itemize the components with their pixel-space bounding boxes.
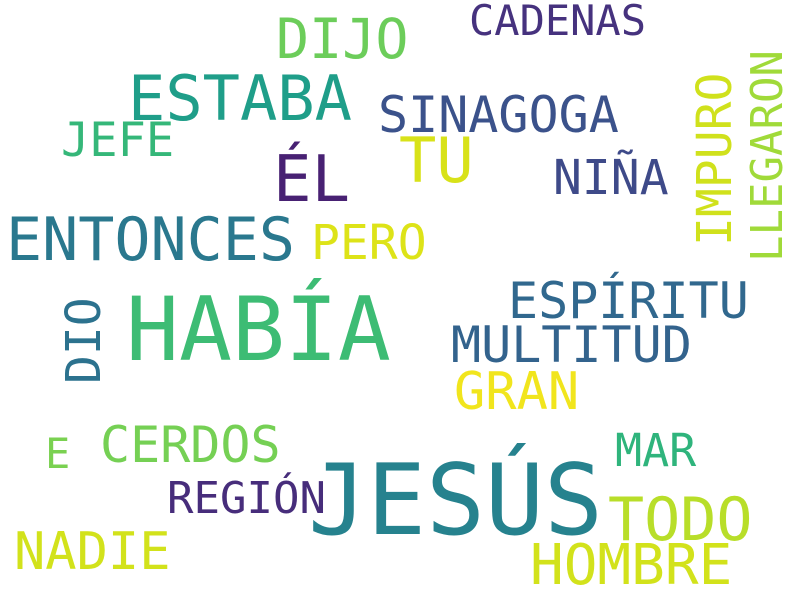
word-dijo: DIJO [276,7,409,71]
word-tu: TU [399,124,474,197]
word-hombre: HOMBRE [530,533,733,598]
word-estaba: ESTABA [128,62,352,135]
word-mar: MAR [615,424,697,477]
word-cerdos: CERDOS [100,416,281,474]
word-habia: HABÍA [126,278,391,381]
word-jesus: JESÚS [308,444,604,558]
word-sinagoga: SINAGOGA [378,86,619,144]
word-espiritu: ESPÍRITU [508,272,749,330]
word-multitud: MULTITUD [451,316,692,374]
word-nadie: NADIE [14,522,171,582]
word-todo: TODO [608,485,753,555]
word-region: REGIÓN [167,473,326,524]
word-impuro: IMPURO [687,72,743,246]
word-dio: DIO [56,297,112,384]
word-el: ÉL [273,143,351,217]
word-gran: GRAN [454,362,580,422]
word-e: E [45,429,71,478]
word-jefe: JEFE [61,113,175,168]
word-cadenas: CADENAS [469,0,647,45]
word-nina: NIÑA [553,150,669,206]
word-llegaron: LLEGARON [742,50,793,262]
word-entonces: ENTONCES [6,205,295,275]
word-pero: PERO [311,215,427,271]
